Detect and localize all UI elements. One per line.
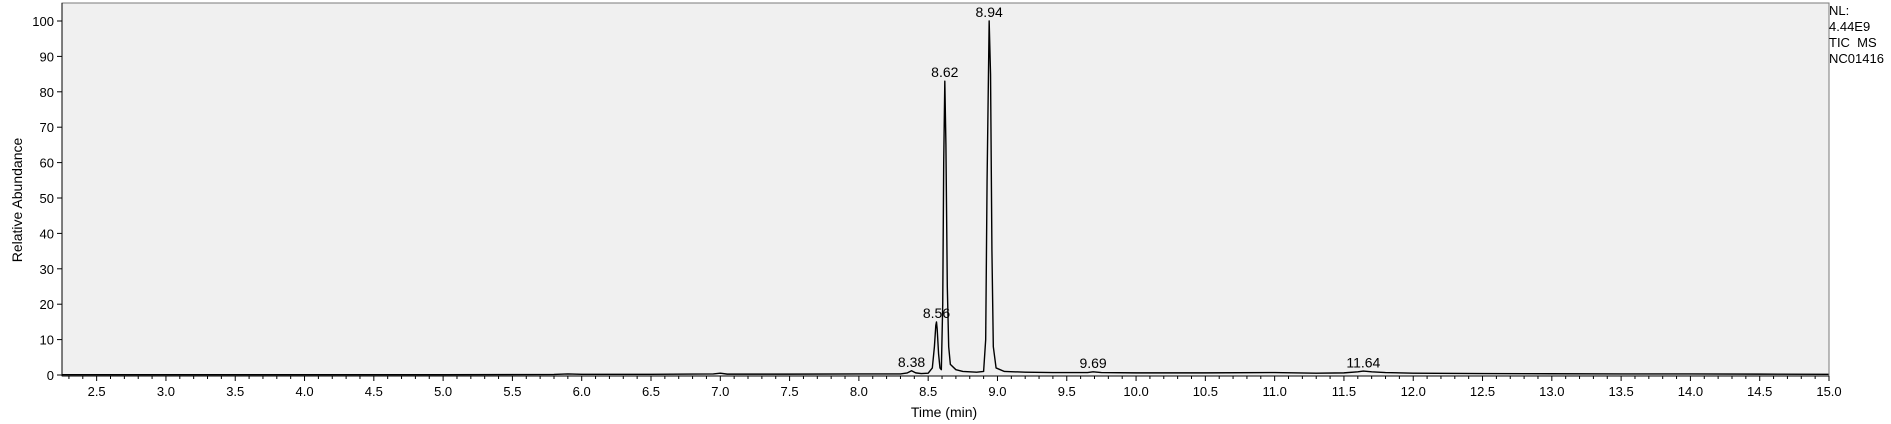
y-tick-label: 90 (40, 49, 54, 64)
y-tick-label: 40 (40, 226, 54, 241)
x-tick-label: 8.5 (919, 384, 937, 399)
x-tick-label: 3.5 (226, 384, 244, 399)
x-tick-label: 7.5 (781, 384, 799, 399)
x-tick-label: 13.5 (1608, 384, 1633, 399)
y-tick-label: 0 (47, 368, 54, 383)
x-axis-title: Time (min) (911, 404, 977, 420)
x-tick-label: 11.0 (1262, 384, 1286, 399)
peak-label: 8.62 (931, 64, 958, 80)
x-tick-label: 4.0 (295, 384, 313, 399)
y-axis-title: Relative Abundance (9, 138, 25, 263)
nl-value: 4.44E9 (1829, 19, 1871, 34)
x-tick-label: 6.0 (573, 384, 591, 399)
y-tick-label: 70 (40, 120, 54, 135)
x-tick-label: 6.5 (642, 384, 660, 399)
y-tick-label: 20 (40, 297, 54, 312)
x-tick-label: 2.5 (88, 384, 106, 399)
x-tick-label: 15.0 (1816, 384, 1841, 399)
scan-type: TIC MS (1829, 35, 1877, 50)
x-tick-label: 10.5 (1193, 384, 1218, 399)
x-tick-label: 12.0 (1401, 384, 1426, 399)
x-tick-label: 4.5 (365, 384, 383, 399)
y-tick-label: 100 (32, 14, 54, 29)
sample-id: NC01416 (1829, 51, 1884, 66)
x-tick-label: 10.0 (1123, 384, 1148, 399)
peak-label: 8.56 (923, 305, 950, 321)
x-tick-label: 13.0 (1539, 384, 1564, 399)
x-tick-label: 5.0 (434, 384, 452, 399)
x-tick-label: 7.0 (711, 384, 729, 399)
x-tick-label: 8.0 (850, 384, 868, 399)
peak-label: 9.69 (1079, 355, 1106, 371)
peak-label: 8.94 (976, 4, 1003, 20)
y-tick-label: 10 (40, 333, 54, 348)
x-tick-label: 9.0 (988, 384, 1006, 399)
y-tick-label: 30 (40, 262, 54, 277)
plot-area (62, 3, 1829, 376)
y-tick-label: 60 (40, 156, 54, 171)
x-tick-label: 12.5 (1470, 384, 1495, 399)
peak-label: 8.38 (898, 354, 925, 370)
x-tick-label: 14.5 (1747, 384, 1772, 399)
x-tick-label: 9.5 (1058, 384, 1076, 399)
y-tick-label: 50 (40, 191, 54, 206)
tic-trace-line (62, 20, 1830, 376)
nl-label: NL: (1829, 3, 1850, 18)
info-panel: NL: 4.44E9 TIC MS NC01416 (1829, 3, 1884, 67)
peak-label: 11.64 (1346, 354, 1380, 370)
x-tick-label: 11.5 (1332, 384, 1356, 399)
x-tick-label: 5.5 (503, 384, 521, 399)
x-tick-label: 3.0 (157, 384, 175, 399)
y-tick-label: 80 (40, 85, 54, 100)
x-tick-label: 14.0 (1678, 384, 1703, 399)
